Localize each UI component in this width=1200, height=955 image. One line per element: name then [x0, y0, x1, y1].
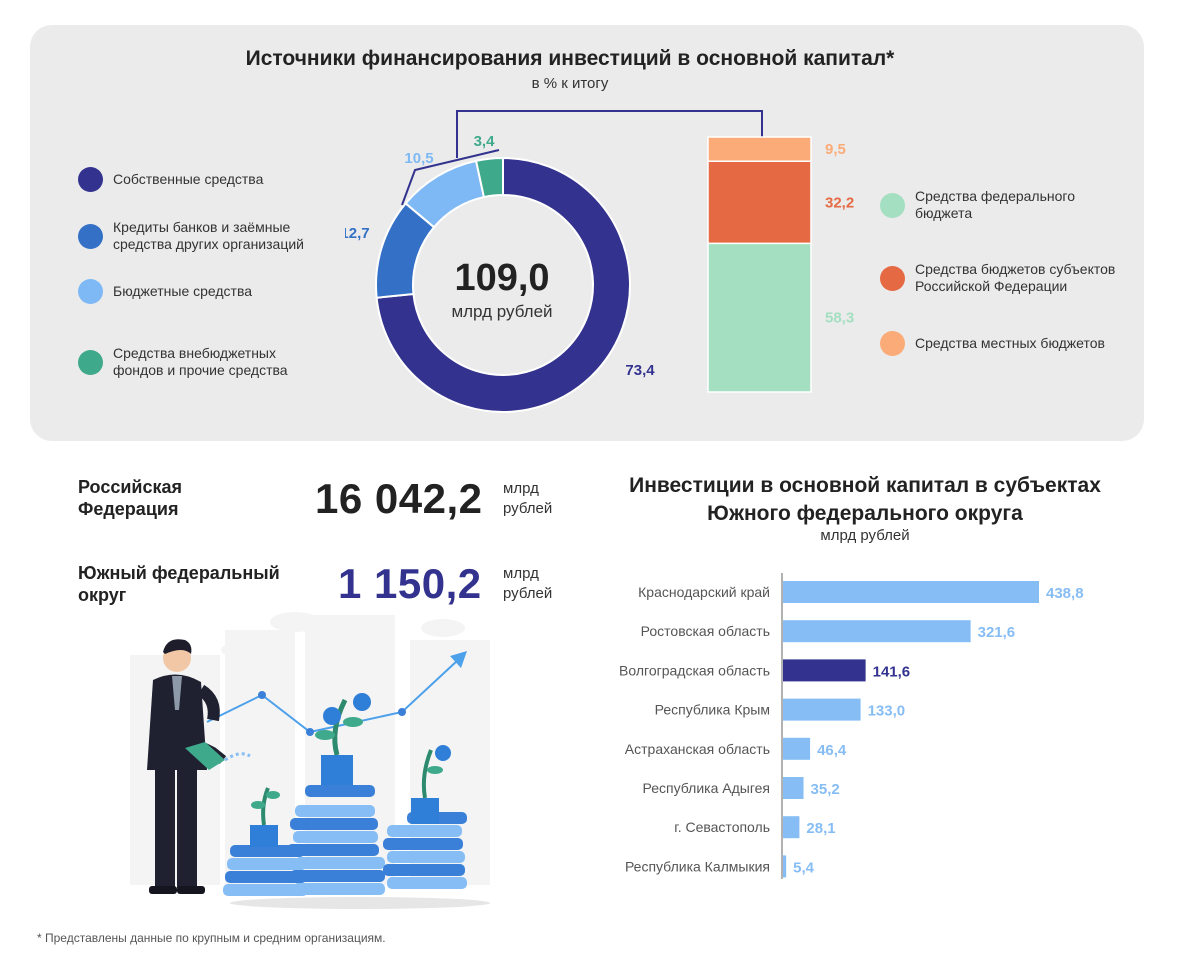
bar-category-label: г. Севастополь — [674, 819, 770, 835]
donut-label-credits: 12,7 — [345, 225, 370, 242]
businessman — [147, 639, 251, 894]
donut-label-budget: 10,5 — [404, 150, 433, 167]
bar-category-label: Республика Адыгея — [643, 780, 770, 796]
donut-slice-extra — [474, 156, 504, 199]
legend-dot-local — [880, 331, 905, 356]
regions-bar-chart: Краснодарский край 438,8 Ростовская област… — [619, 573, 1084, 879]
legend-local: Средства местных бюджетов — [880, 331, 1130, 356]
rf-unit: млрд рублей — [503, 480, 553, 517]
footnote: * Представлены данные по крупным и средн… — [37, 931, 386, 945]
legend-label-local: Средства местных бюджетов — [915, 335, 1105, 351]
bar-category-label: Республика Крым — [655, 702, 770, 718]
bar-value-label: 35,2 — [811, 781, 840, 798]
legend-label-regional: Средства бюджетов субъектов Российской Ф… — [915, 261, 1116, 294]
donut-slice-own — [375, 156, 631, 413]
budget-stacked-bar: 58,3 32,2 9,5 — [707, 136, 854, 393]
growth-line — [206, 651, 467, 736]
legend-label-extra: Средства внебюджетных фондов и прочие ср… — [113, 345, 288, 378]
bar-3 — [783, 659, 866, 682]
donut-center-unit: млрд рублей — [451, 302, 552, 321]
bar-7 — [783, 816, 800, 839]
legend-dot-own — [78, 167, 103, 192]
rf-label: Российская Федерация — [78, 477, 183, 519]
bar-category-label: Краснодарский край — [638, 584, 770, 600]
bar-8 — [783, 855, 787, 878]
legend-label-federal: Средства федерального бюджета — [915, 188, 1076, 221]
bar-value-label: 28,1 — [806, 820, 835, 837]
bar-5 — [783, 737, 811, 760]
rf-value: 16 042,2 — [315, 475, 483, 522]
legend-federal: Средства федерального бюджета — [880, 188, 1130, 222]
legend-dot-credits — [78, 223, 103, 249]
businessman-illustration — [130, 612, 490, 909]
bar-category-label: Астраханская область — [625, 741, 770, 757]
bar-4 — [783, 698, 861, 721]
connector-line — [401, 110, 763, 206]
stack-segment-local — [707, 136, 812, 162]
stack-segment-federal — [707, 242, 812, 393]
ufo-unit: млрд рублей — [503, 565, 553, 602]
bar-chart-title: Инвестиции в основной капитал в субъекта… — [629, 474, 1101, 525]
stack-label-federal: 58,3 — [825, 310, 854, 327]
donut-label-extra: 3,4 — [474, 133, 496, 150]
bar-category-label: Республика Калмыкия — [625, 858, 770, 874]
donut-label-own: 73,4 — [625, 362, 655, 379]
legend-dot-budget — [78, 279, 103, 304]
sources-subtitle: в % к итогу — [531, 75, 609, 92]
stack-segment-regional — [707, 160, 812, 245]
donut-center-value: 109,0 — [454, 257, 549, 299]
legend-label-credits: Кредиты банков и заёмные средства других… — [113, 219, 304, 252]
bar-6 — [783, 777, 804, 799]
bar-2 — [783, 620, 971, 643]
sources-title: Источники финансирования инвестиций в ос… — [245, 47, 895, 70]
ufo-label: Южный федеральный округ — [78, 563, 280, 605]
bar-value-label: 438,8 — [1046, 585, 1084, 602]
legend-extra: Средства внебюджетных фондов и прочие ср… — [78, 345, 308, 379]
ufo-value: 1 150,2 — [338, 560, 482, 607]
bar-value-label: 133,0 — [868, 703, 906, 720]
bar-value-label: 5,4 — [793, 859, 815, 876]
bar-category-label: Ростовская область — [641, 623, 770, 639]
bar-1 — [783, 581, 1039, 603]
legend-label-budget: Бюджетные средства — [113, 283, 253, 299]
bar-chart-subtitle: млрд рублей — [820, 527, 910, 544]
money-plants — [250, 693, 451, 847]
bar-value-label: 141,6 — [873, 663, 911, 680]
donut-chart: 73,4 12,7 10,5 3,4 109,0 млрд рублей — [345, 133, 655, 413]
legend-dot-regional — [880, 265, 905, 291]
stack-label-local: 9,5 — [825, 141, 846, 158]
legend-credits: Кредиты банков и заёмные средства других… — [78, 219, 323, 253]
stack-label-regional: 32,2 — [825, 194, 854, 211]
bar-value-label: 321,6 — [978, 624, 1016, 641]
legend-own: Собственные средства — [78, 167, 343, 192]
coin-stacks — [223, 785, 490, 909]
bar-value-label: 46,4 — [817, 742, 847, 759]
bar-category-label: Волгоградская область — [619, 662, 770, 678]
legend-budget: Бюджетные средства — [78, 279, 343, 304]
legend-label-own: Собственные средства — [113, 171, 264, 187]
legend-dot-federal — [880, 192, 905, 218]
legend-dot-extra — [78, 349, 103, 375]
legend-regional: Средства бюджетов субъектов Российской Ф… — [880, 261, 1130, 295]
